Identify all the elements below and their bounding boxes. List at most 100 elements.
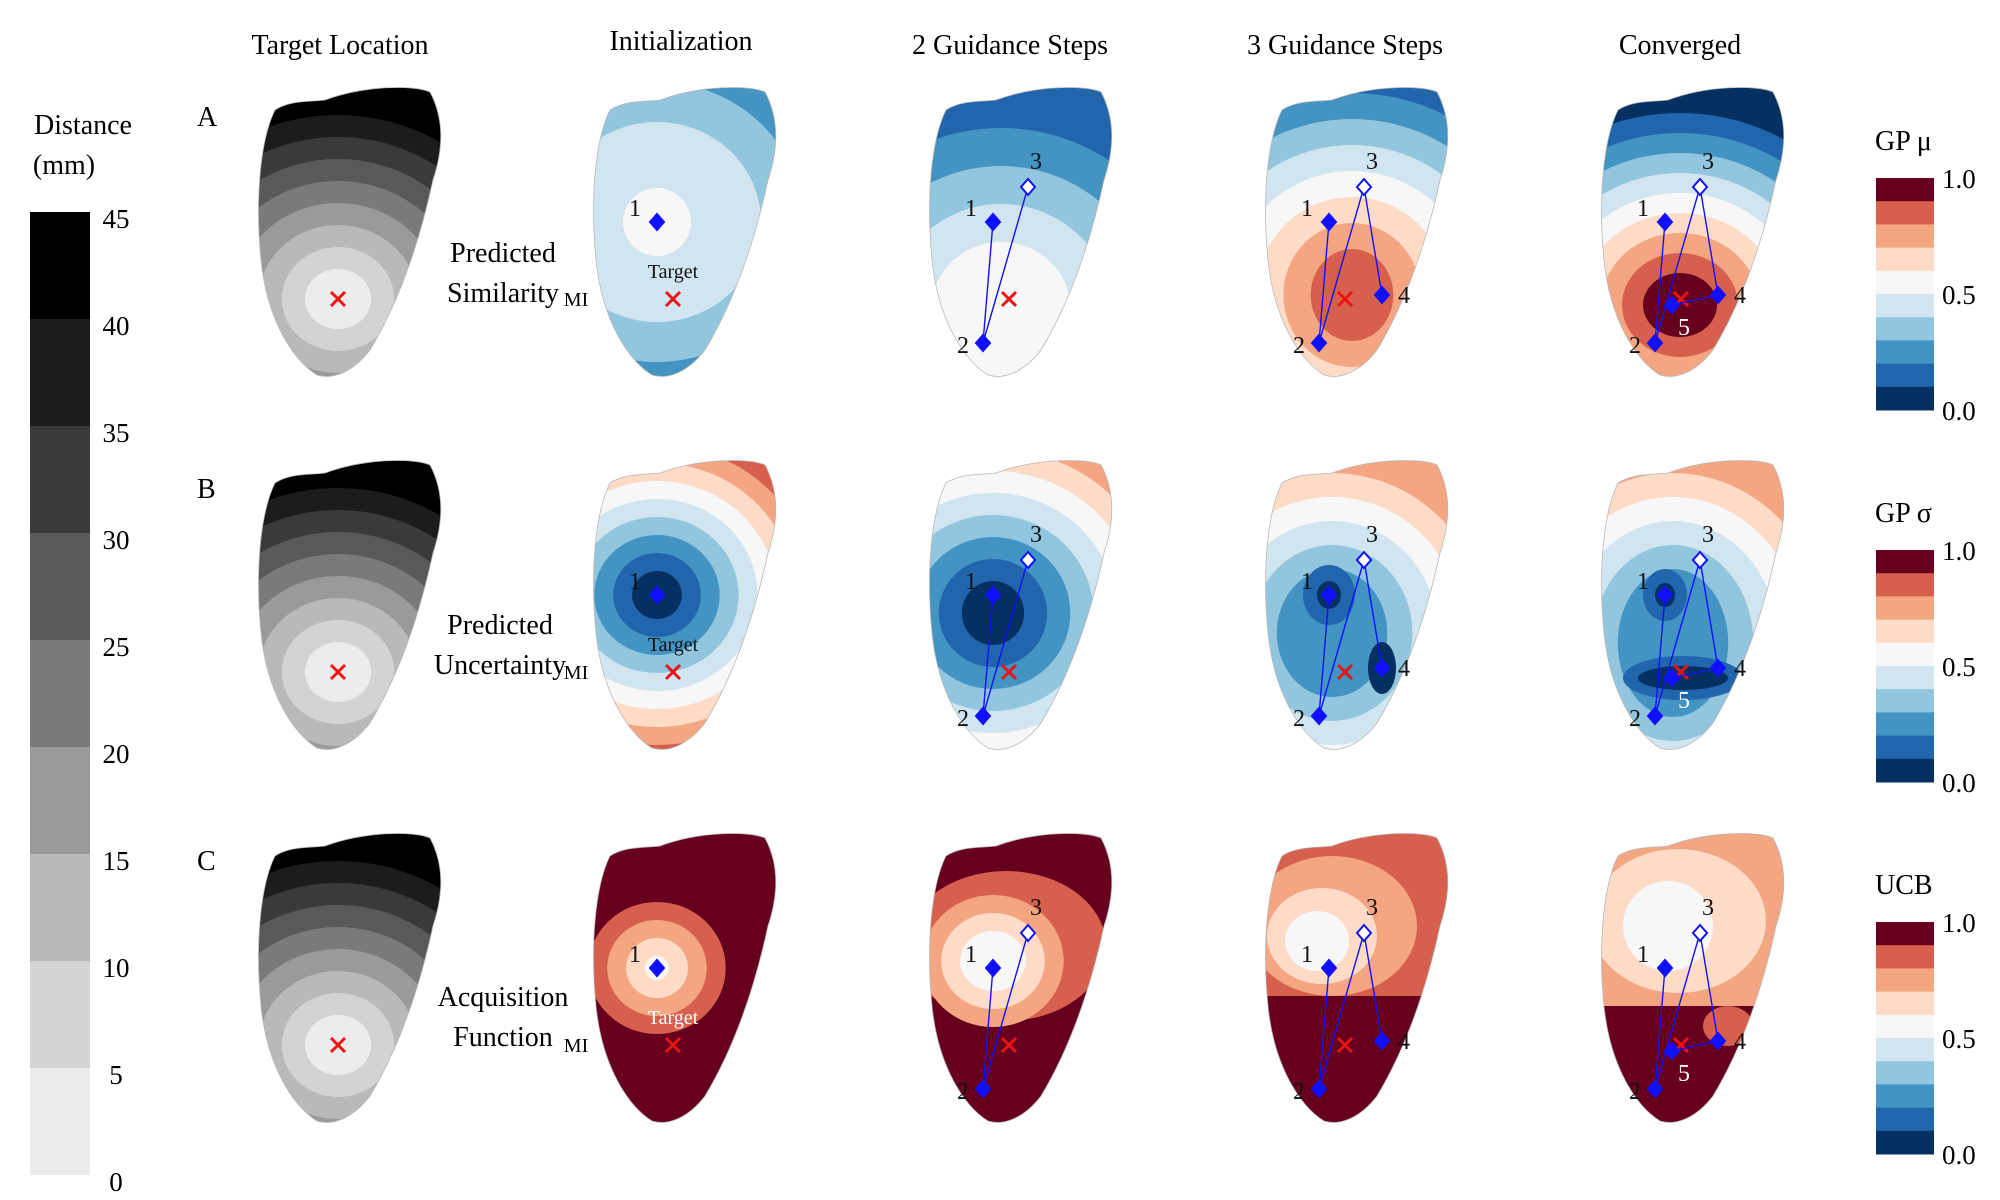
row-letter-a: A (197, 102, 218, 133)
colorbar-title: GP σ (1875, 498, 1932, 529)
guidance-point-marker (1646, 333, 1664, 353)
distance-colorbar-tick-label: 30 (103, 525, 130, 555)
row-label-b-line2: Uncertainty (434, 650, 566, 681)
distance-colorbar-tick-label: 25 (103, 632, 130, 662)
row-letter-b: B (197, 474, 216, 505)
column-headers: Target Location Initialization 2 Guidanc… (251, 26, 1741, 61)
distance-colorbar-ticks: 45 40 35 30 25 20 15 10 5 0 (103, 204, 130, 1197)
guidance-point-label: 3 (1030, 149, 1042, 175)
row-letter-c: C (197, 846, 216, 877)
distance-colorbar-title-line1: Distance (34, 110, 132, 141)
guidance-point-marker (984, 958, 1002, 978)
colorbar-top-label: 1.0 (1942, 908, 1976, 938)
heart-panel-r3-c5: 1 2 3 4 5 (1601, 833, 1785, 1123)
guidance-point-label: 4 (1398, 283, 1410, 309)
target-marker (1000, 290, 1018, 308)
guidance-point-marker (974, 1079, 992, 1099)
contour-band (931, 242, 1071, 377)
guidance-point-label: 3 (1366, 522, 1378, 548)
target-marker (1000, 1036, 1018, 1054)
colorbar-segment (1876, 1107, 1934, 1132)
colorbar-segment (1876, 666, 1934, 690)
heart-surface (1601, 833, 1784, 1123)
guidance-point-label: 2 (1629, 1079, 1641, 1105)
distance-colorbar-tick-label: 10 (103, 953, 130, 983)
guidance-point-label: 3 (1366, 895, 1378, 921)
heart-outline (258, 460, 442, 750)
guidance-point-marker (1019, 550, 1037, 570)
heart-outline (1601, 87, 1785, 377)
colorbar-segment (1876, 1061, 1934, 1085)
target-label: Target (648, 1007, 699, 1029)
guidance-point-marker (1691, 550, 1709, 570)
heart-surface (929, 460, 1112, 750)
guidance-point-marker (984, 212, 1002, 232)
colorbar-mid-label: 0.5 (1942, 1024, 1976, 1054)
column-header-converged: Converged (1619, 30, 1741, 61)
heart-surface (593, 833, 776, 1123)
guidance-point-marker (1373, 658, 1391, 678)
guidance-point-marker (1656, 585, 1674, 605)
heart-panel-r2-c3: 1 2 3 (929, 460, 1113, 750)
guidance-point-label: 1 (1301, 942, 1313, 968)
guidance-point-marker (1019, 177, 1037, 197)
row-label-c-line1: Acquisition (438, 982, 569, 1013)
guidance-point-label: 3 (1702, 895, 1714, 921)
guidance-point-label: 3 (1030, 522, 1042, 548)
distance-colorbar-tick-label: 45 (103, 204, 130, 234)
guidance-point-marker (1709, 285, 1727, 305)
guidance-point-marker (648, 585, 666, 605)
column-header-target-location: Target Location (251, 30, 428, 61)
distance-colorbar-segment (30, 533, 90, 640)
heart-surface (929, 833, 1112, 1123)
target-marker (664, 1036, 682, 1054)
heart-surface (929, 87, 1112, 377)
guidance-point-marker (984, 585, 1002, 605)
guidance-point-marker (1691, 177, 1709, 197)
guidance-point-label: 1 (1637, 196, 1649, 222)
guidance-point-marker (1355, 177, 1373, 197)
guidance-point-marker (1320, 212, 1338, 232)
column-header-2-guidance-steps: 2 Guidance Steps (912, 30, 1108, 61)
heart-outline (593, 833, 777, 1123)
target-marker (664, 290, 682, 308)
heart-surface (1265, 833, 1448, 1123)
target-label: Target (648, 261, 699, 283)
distance-colorbar-segment (30, 1068, 90, 1175)
guidance-point-label: 3 (1366, 149, 1378, 175)
heart-outline (929, 460, 1113, 750)
colorbar-segment (1876, 1130, 1934, 1155)
distance-colorbar-segment (30, 961, 90, 1068)
colorbar-segment (1876, 642, 1934, 667)
row-labels: Predicted Similarity Predicted Uncertain… (434, 238, 568, 1053)
row-letters: A B C (197, 102, 218, 877)
distance-colorbar-title-line2: (mm) (33, 150, 95, 181)
row-label-c-line2: Function (453, 1022, 553, 1053)
guidance-point-marker (1373, 1031, 1391, 1051)
contour-band (1623, 881, 1713, 971)
guidance-point-marker (1709, 1031, 1727, 1051)
guidance-point-marker (1663, 295, 1681, 315)
guidance-path (1318, 559, 1383, 717)
heart-panel-r3-c4: 1 2 3 4 (1265, 833, 1449, 1123)
heart-outline (1265, 460, 1449, 750)
distance-colorbar-segment (30, 426, 90, 533)
colorbar-bottom-label: 0.0 (1942, 768, 1976, 798)
heart-outline (1265, 87, 1449, 377)
guidance-point-marker (1646, 706, 1664, 726)
guidance-point-marker (1019, 923, 1037, 943)
guidance-point-label: 1 (629, 942, 641, 968)
guidance-point-marker (1646, 1079, 1664, 1099)
colorbar-segment (1876, 596, 1934, 621)
guidance-point-label: 4 (1398, 656, 1410, 682)
guidance-point-label: 4 (1734, 656, 1746, 682)
guidance-point-label: 4 (1734, 1029, 1746, 1055)
mi-label: MI (564, 1035, 588, 1057)
guidance-point-label: 3 (1702, 149, 1714, 175)
guidance-point-label: 2 (1293, 706, 1305, 732)
heart-surface (1265, 460, 1448, 750)
guidance-path (1318, 932, 1383, 1090)
heart-surface (1265, 87, 1448, 377)
guidance-point-label: 1 (1301, 569, 1313, 595)
colorbar-segment (1876, 991, 1934, 1016)
